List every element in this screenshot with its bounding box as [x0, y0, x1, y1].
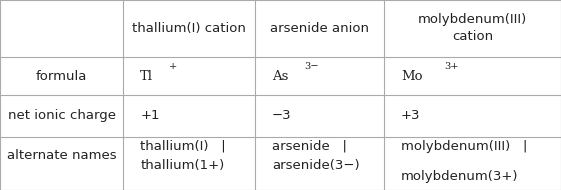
Text: −3: −3: [272, 109, 292, 122]
Text: As: As: [272, 70, 288, 82]
Text: +: +: [169, 62, 178, 71]
Text: molybdenum(3+): molybdenum(3+): [401, 170, 518, 183]
Text: Tl: Tl: [140, 70, 153, 82]
Text: +3: +3: [401, 109, 421, 122]
Text: arsenide   |: arsenide |: [272, 140, 347, 153]
Text: 3−: 3−: [305, 62, 319, 71]
Text: thallium(1+): thallium(1+): [140, 159, 224, 172]
Text: arsenide(3−): arsenide(3−): [272, 159, 360, 172]
Text: 3+: 3+: [444, 62, 458, 71]
Text: formula: formula: [36, 70, 88, 82]
Text: +1: +1: [140, 109, 160, 122]
Text: alternate names: alternate names: [7, 149, 117, 162]
Text: thallium(I) cation: thallium(I) cation: [132, 22, 246, 35]
Text: molybdenum(III)   |: molybdenum(III) |: [401, 140, 527, 153]
Text: thallium(I)   |: thallium(I) |: [140, 140, 226, 153]
Text: Mo: Mo: [401, 70, 422, 82]
Text: net ionic charge: net ionic charge: [8, 109, 116, 122]
Text: arsenide anion: arsenide anion: [270, 22, 369, 35]
Text: molybdenum(III)
cation: molybdenum(III) cation: [418, 13, 527, 44]
